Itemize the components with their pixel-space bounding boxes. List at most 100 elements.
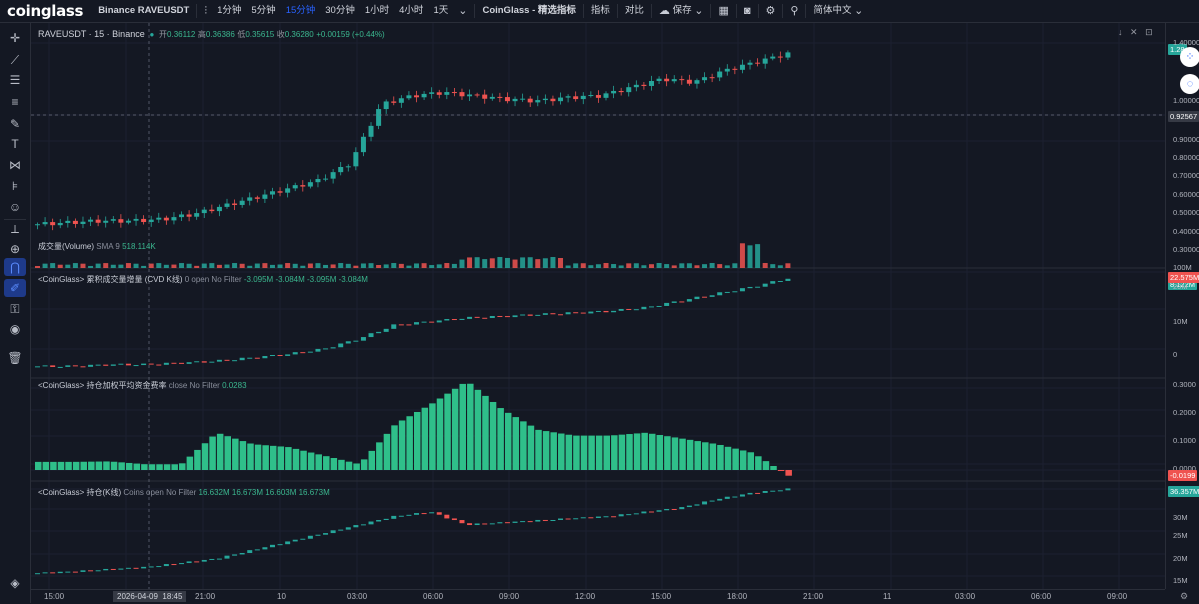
screenshot-button[interactable]: ◙	[739, 0, 756, 22]
trendline-icon[interactable]: ⟋	[10, 53, 20, 67]
oi-candle	[35, 573, 40, 575]
price-candle	[330, 172, 336, 179]
oi-candle	[338, 529, 344, 531]
ruler-icon[interactable]: ⟂	[4, 219, 26, 238]
funding-bar	[497, 408, 504, 470]
divider	[757, 4, 759, 18]
layout-button[interactable]: ▦	[713, 0, 733, 22]
time-label: 18:00	[727, 592, 748, 601]
chat-support-icon[interactable]: ◌	[1180, 74, 1199, 94]
funding-bar	[186, 456, 194, 470]
coinglass-indicators-button[interactable]: CoinGlass - 精选指标	[482, 5, 576, 16]
text-icon[interactable]: T	[11, 137, 19, 151]
oi-candle	[269, 544, 275, 548]
lock-icon[interactable]: ⚿	[10, 302, 20, 316]
oi-candle	[467, 523, 473, 526]
oi-candle	[300, 538, 306, 540]
symbol-title[interactable]: RAVEUSDT · 15 · Binance	[38, 29, 145, 39]
time-label: 11	[883, 592, 892, 601]
price-candle	[641, 84, 647, 86]
grid-app-icon[interactable]: ⁘	[1180, 47, 1199, 67]
volume-bar	[103, 263, 109, 268]
cvd-candle	[588, 311, 594, 314]
prediction-icon[interactable]: ⊧	[11, 179, 19, 193]
save-button[interactable]: ☁ 保存 ⌄	[654, 0, 709, 22]
cvd-title[interactable]: <CoinGlass> 累积成交量增量	[38, 275, 143, 284]
cvd-candle	[269, 355, 275, 357]
account-button[interactable]: ⚲	[785, 0, 803, 22]
language-selector[interactable]: 简体中文 ⌄	[808, 0, 868, 22]
oi-candle	[527, 521, 533, 523]
interval-5m[interactable]: 5分钟	[251, 5, 276, 16]
interval-dropdown[interactable]: ⌄	[453, 0, 472, 22]
indicators-button[interactable]: 指标	[590, 5, 610, 16]
price-candle	[573, 96, 579, 100]
interval-1h[interactable]: 1小时	[364, 5, 390, 16]
interval-30m[interactable]: 30分钟	[325, 5, 355, 16]
pattern-icon[interactable]: ⋈	[9, 158, 21, 172]
price-candle	[50, 222, 56, 226]
cvd-candle	[80, 366, 86, 368]
price-candle	[391, 101, 397, 103]
funding-bar	[224, 436, 231, 470]
change-value: +0.00159 (+0.44%)	[316, 30, 385, 39]
cvd-candle	[542, 313, 548, 315]
horizontal-lines-icon[interactable]: ☰	[9, 73, 21, 87]
oi-candle	[376, 520, 382, 522]
settings-button[interactable]: ⚙	[761, 0, 781, 22]
chart-canvas[interactable]	[31, 23, 1165, 589]
brush-icon[interactable]: ✎	[9, 117, 21, 131]
collapse-icon[interactable]: ✕	[1130, 27, 1138, 37]
stay-drawing-icon[interactable]: ✐	[4, 279, 26, 297]
cvd-candle	[527, 314, 533, 316]
candle-type-icon[interactable]: ⫶	[204, 5, 208, 17]
funding-bar	[57, 461, 65, 470]
channel-icon[interactable]: ≡	[11, 95, 19, 109]
funding-title[interactable]: <CoinGlass> 持仓加权平均资金费率	[38, 381, 167, 390]
arrow-down-icon[interactable]: ↓	[1118, 27, 1123, 37]
volume-title[interactable]: 成交量(Volume)	[38, 242, 95, 251]
time-axis[interactable]: 15:00 2026-04-09 18:45 21:00 10 03:00 06…	[31, 589, 1165, 604]
price-axis[interactable]: 1.28 1.40000 1.00000 0.92567 0.90000 0.8…	[1165, 23, 1199, 589]
funding-bar	[35, 461, 42, 470]
magnet-icon[interactable]: ⋂	[4, 258, 26, 276]
price-candle	[520, 98, 526, 100]
volume-bar	[504, 257, 510, 268]
cvd-candle	[664, 302, 670, 306]
price-candle	[580, 95, 586, 100]
oi-candle	[224, 555, 230, 559]
oi-title[interactable]: <CoinGlass> 持仓(K线)	[38, 488, 122, 497]
layers-icon[interactable]: ◈	[10, 576, 20, 590]
crosshair-icon[interactable]: ✛	[9, 31, 21, 45]
oi-candle	[406, 514, 412, 516]
funding-bar	[406, 416, 413, 470]
volume-bar	[618, 265, 624, 268]
compare-button[interactable]: 对比	[624, 5, 644, 16]
volume-bar	[580, 263, 586, 268]
emoji-icon[interactable]: ☺	[8, 200, 22, 214]
volume-bar	[573, 263, 579, 268]
interval-1m[interactable]: 1分钟	[217, 5, 242, 16]
cvd-candle	[633, 309, 639, 311]
oi-candle	[398, 515, 404, 517]
symbol-selector[interactable]: Binance RAVEUSDT	[98, 5, 190, 16]
chart-settings-icon[interactable]: ⚙	[1180, 591, 1189, 601]
price-candle	[436, 92, 442, 95]
fullscreen-icon[interactable]: ⊡	[1145, 27, 1153, 37]
interval-4h[interactable]: 4小时	[399, 5, 424, 16]
funding-bar	[504, 412, 512, 470]
zoom-icon[interactable]: ⊕	[9, 242, 21, 256]
logo[interactable]: coinglass	[7, 2, 84, 20]
trash-icon[interactable]: 🗑	[7, 351, 23, 365]
price-label: 0.70000	[1173, 171, 1199, 180]
eye-icon[interactable]: ◉	[9, 322, 21, 336]
funding-bar	[611, 435, 618, 470]
price-label: 0.80000	[1173, 153, 1199, 162]
oi-axis-label: 15M	[1173, 576, 1188, 585]
price-candle	[664, 78, 670, 82]
volume-bar	[686, 263, 692, 268]
volume-bar	[444, 263, 450, 268]
interval-15m[interactable]: 15分钟	[285, 5, 316, 16]
interval-1d[interactable]: 1天	[433, 5, 449, 16]
funding-bar	[262, 445, 269, 470]
